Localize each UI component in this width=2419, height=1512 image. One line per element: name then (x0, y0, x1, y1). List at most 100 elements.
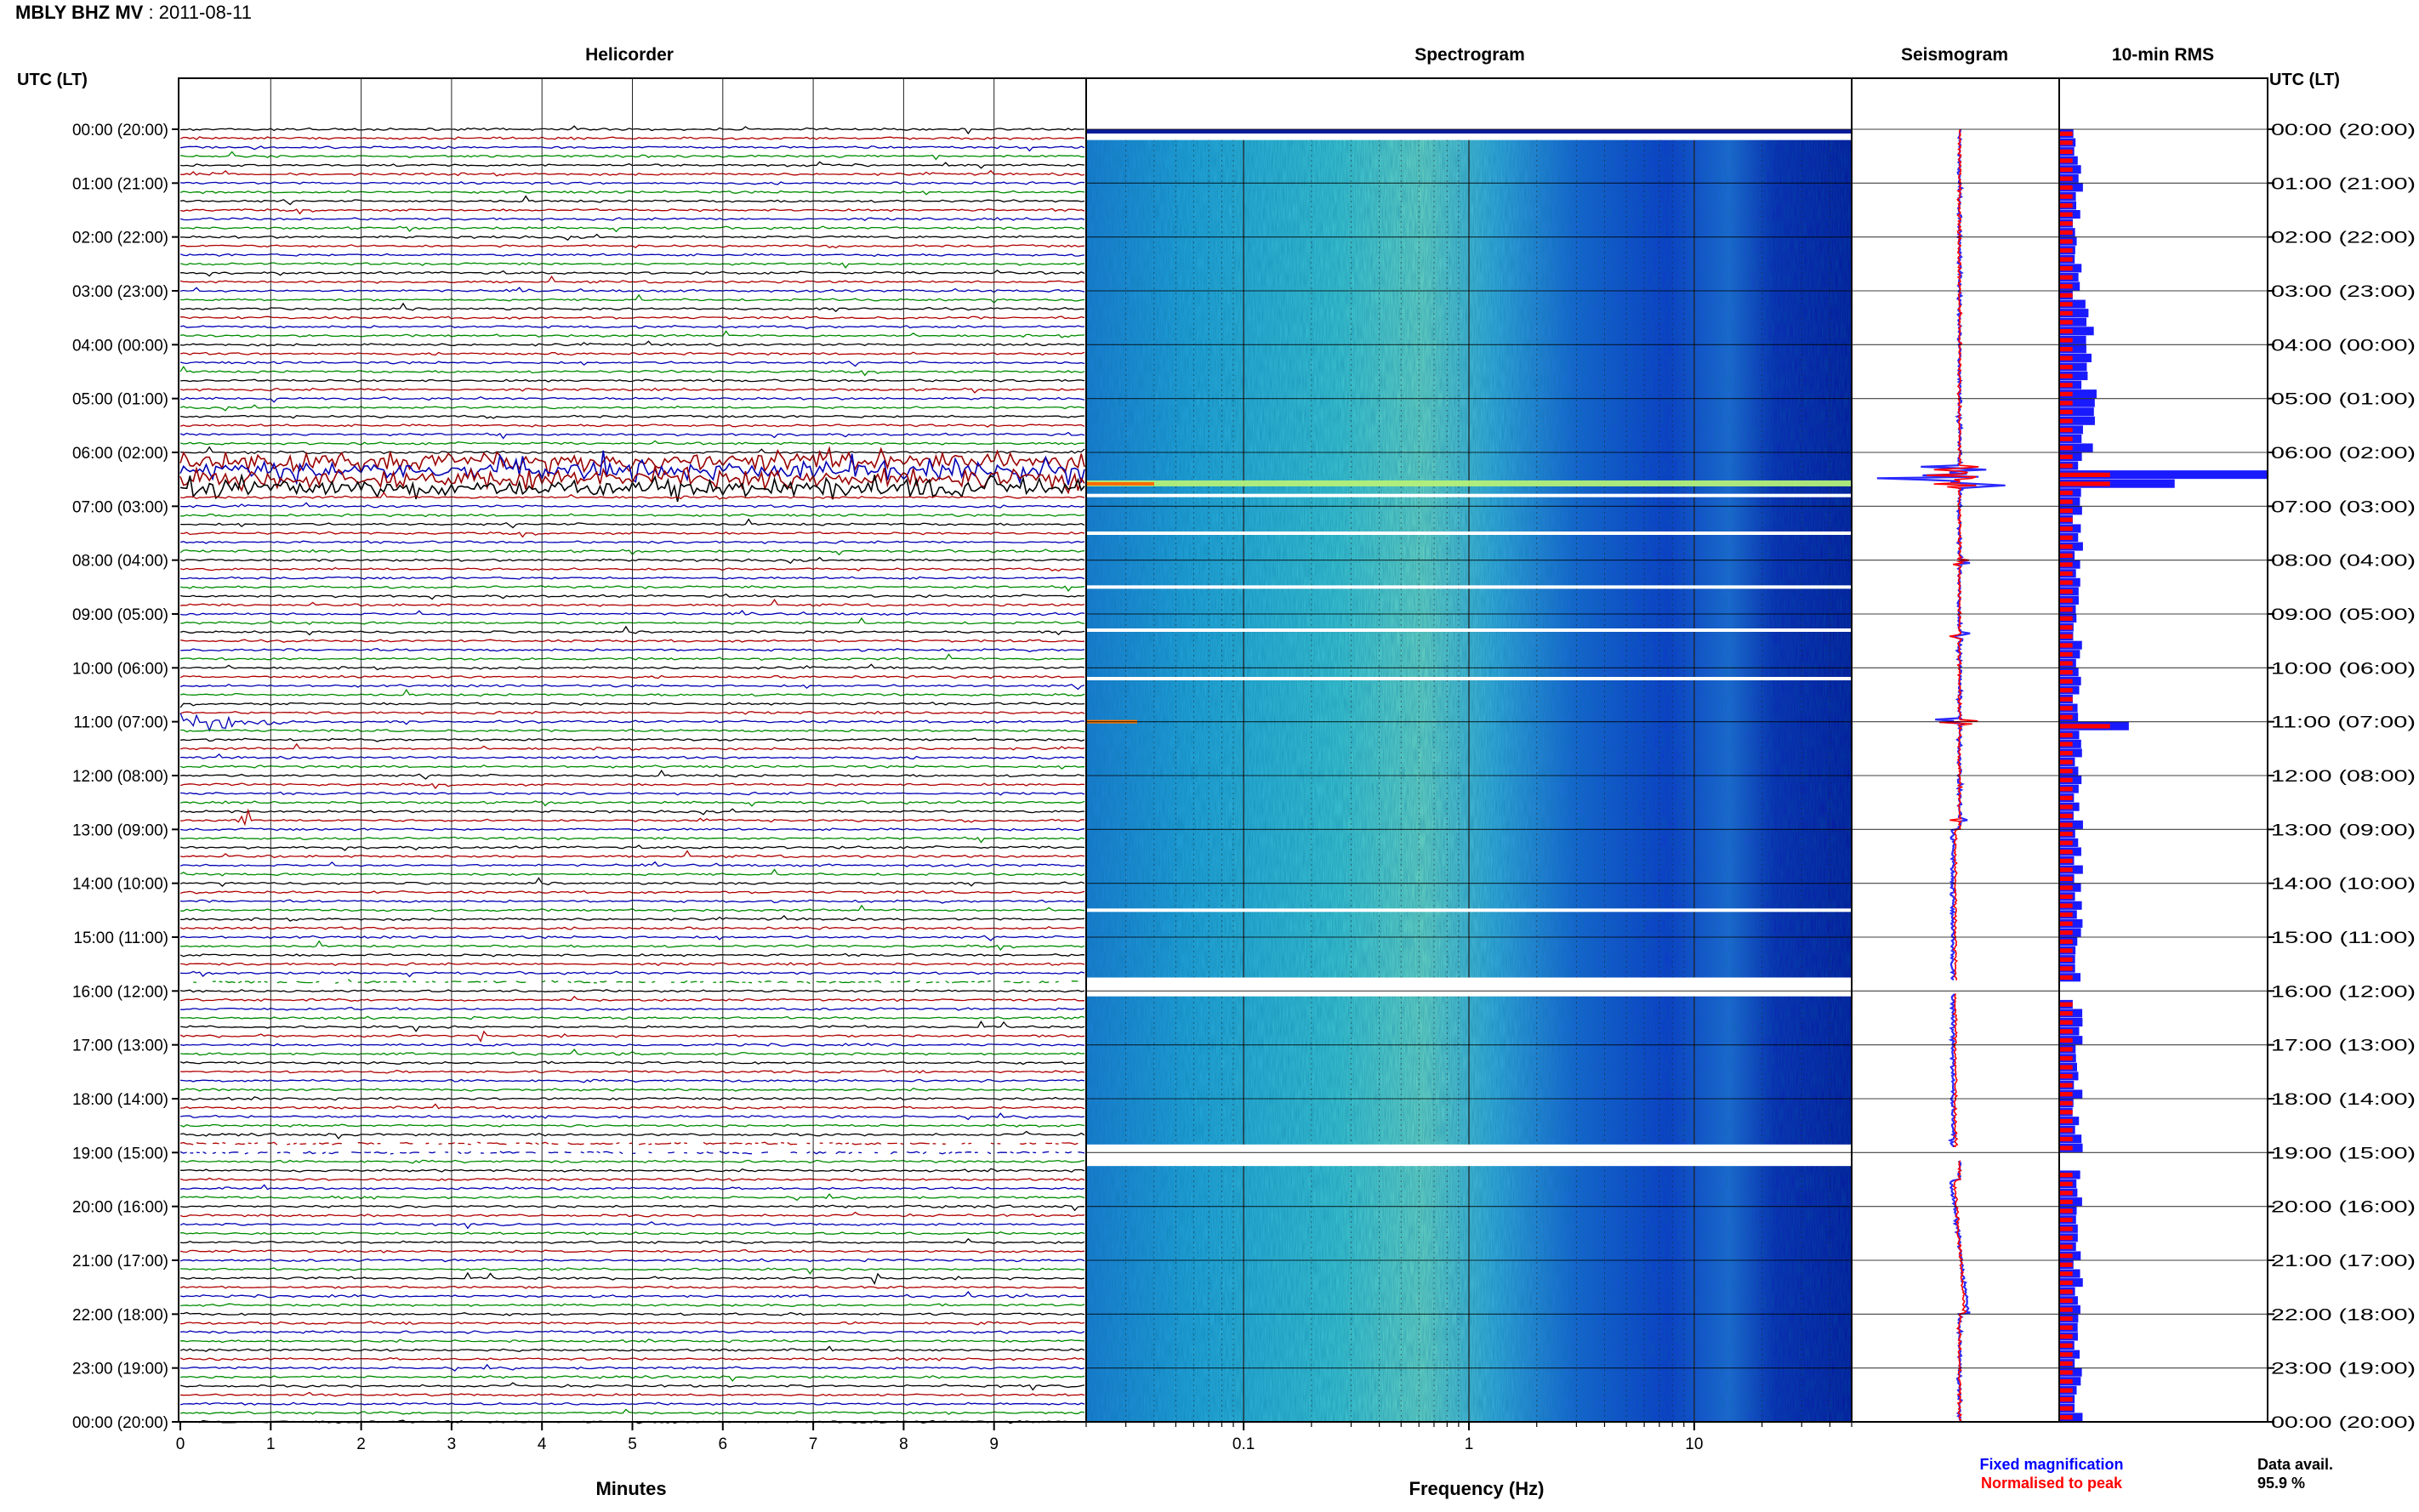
rms-bar-normalised (2060, 867, 2073, 873)
rms-bar-normalised (2060, 544, 2073, 549)
rms-bar-normalised (2060, 1047, 2073, 1052)
seismogram-data-gap (1853, 980, 2058, 994)
rms-bar-fixed (2060, 389, 2097, 399)
minute-tick-label: 5 (628, 1435, 637, 1453)
rms-bar-normalised (2060, 373, 2073, 378)
rms-bar-normalised (2060, 284, 2073, 289)
rms-bar-fixed (2060, 317, 2087, 327)
time-label-left: 01:00 (21:00) (72, 175, 168, 193)
rms-bar-normalised (2060, 1020, 2073, 1025)
time-label-right: 02:00 (22:00) (2271, 230, 2416, 247)
spectrogram-hot-spot (1086, 481, 1154, 486)
time-label-right: 15:00 (11:00) (2271, 929, 2416, 947)
spectrogram-title: Spectrogram (1414, 45, 1525, 65)
spectrogram-data-gap (1087, 1144, 1851, 1167)
rms-bar-normalised (2060, 732, 2073, 738)
rms-bar-normalised (2060, 185, 2073, 190)
rms-bar-normalised (2060, 1083, 2073, 1088)
rms-bar-normalised (2060, 795, 2073, 801)
time-label-left: 13:00 (09:00) (72, 821, 168, 839)
time-label-left: 09:00 (05:00) (72, 606, 168, 624)
spectrogram-data-gap (1087, 628, 1851, 632)
left-time-header: UTC (LT) (17, 71, 88, 89)
station-code: MBLY BHZ MV (15, 2, 144, 23)
rms-bar-normalised (2060, 553, 2073, 559)
rms-bar-normalised (2060, 643, 2073, 648)
rms-bar-normalised (2060, 1055, 2073, 1061)
rms-bar-normalised (2060, 822, 2073, 827)
time-label-left: 07:00 (03:00) (72, 498, 168, 516)
rms-bar-normalised (2060, 328, 2073, 334)
rms-bar-normalised (2060, 1037, 2073, 1043)
hour-gridlines (172, 128, 2274, 1423)
rms-bar-normalised (2060, 302, 2073, 307)
rms-bar-normalised (2060, 724, 2110, 729)
rms-bar-normalised (2060, 1244, 2073, 1249)
rms-bar-normalised (2060, 176, 2073, 181)
data-avail-label: Data avail. (2257, 1456, 2333, 1473)
rms-bar-normalised (2060, 212, 2073, 217)
time-label-left: 04:00 (00:00) (72, 337, 168, 355)
rms-bar-normalised (2060, 149, 2073, 155)
rms-bar-normalised (2060, 499, 2073, 504)
rms-bar-fixed (2060, 416, 2095, 425)
spectrogram-bright-band (1086, 480, 1852, 486)
rms-bar-normalised (2060, 1199, 2073, 1205)
rms-bar-normalised (2060, 598, 2073, 603)
rms-bar-normalised (2060, 921, 2073, 926)
time-label-right: 00:00 (20:00) (2271, 122, 2416, 139)
rms-bar-normalised (2060, 1118, 2073, 1124)
rms-bar-normalised (2060, 1307, 2073, 1312)
minutes-axis-label: Minutes (595, 1478, 666, 1499)
minute-tick-label: 6 (719, 1435, 728, 1453)
rms-bar-fixed (2060, 470, 2268, 480)
time-label-left: 08:00 (04:00) (72, 553, 168, 571)
time-label-right: 00:00 (20:00) (2271, 1414, 2416, 1432)
rms-bar-normalised (2060, 446, 2073, 451)
rms-bar-normalised (2060, 750, 2073, 756)
rms-bar-normalised (2060, 401, 2073, 406)
rms-bar-normalised (2060, 1343, 2073, 1348)
rms-bar-normalised (2060, 535, 2073, 540)
title-date: 2011-08-11 (158, 2, 252, 23)
rms-bar-normalised (2060, 858, 2073, 863)
rms-bar-fixed (2060, 299, 2086, 309)
rms-bar-normalised (2060, 651, 2073, 657)
rms-bar-normalised (2060, 239, 2073, 244)
rms-title: 10-min RMS (2112, 45, 2214, 65)
rms-bar-normalised (2060, 580, 2073, 585)
rms-bar-normalised (2060, 1110, 2073, 1115)
time-label-left: 06:00 (02:00) (72, 445, 168, 463)
rms-bar-normalised (2060, 265, 2073, 271)
time-label-left: 10:00 (06:00) (72, 660, 168, 678)
rms-bar-normalised (2060, 1191, 2073, 1196)
helicorder-trace (193, 980, 1084, 984)
minute-tick-label: 1 (266, 1435, 276, 1453)
rms-bar-normalised (2060, 338, 2073, 343)
time-label-left: 22:00 (18:00) (72, 1306, 168, 1324)
rms-bar-fixed (2060, 362, 2087, 372)
rms-bar-normalised (2060, 221, 2073, 226)
rms-bar-normalised (2060, 247, 2073, 253)
rms-bar-normalised (2060, 1011, 2073, 1016)
rms-bar-fixed (2060, 479, 2175, 488)
rms-bar-normalised (2060, 1325, 2073, 1330)
rms-bar-normalised (2060, 759, 2073, 765)
time-label-right: 01:00 (21:00) (2271, 175, 2416, 193)
rms-bar-normalised (2060, 1262, 2073, 1267)
rms-bar-normalised (2060, 1226, 2073, 1231)
rms-bar-normalised (2060, 804, 2073, 810)
rms-bar-normalised (2060, 454, 2073, 459)
rms-bar-normalised (2060, 1388, 2073, 1393)
time-label-left: 11:00 (07:00) (73, 714, 168, 732)
right-time-header: UTC (LT) (2269, 71, 2340, 89)
rms-bar-normalised (2060, 418, 2073, 423)
rms-bar-fixed (2060, 443, 2093, 452)
time-label-left: 23:00 (19:00) (72, 1361, 168, 1378)
spectrogram-panel (1085, 78, 1853, 1422)
rms-bar-normalised (2060, 355, 2073, 361)
minute-tick-label: 3 (447, 1435, 457, 1453)
rms-bar-fixed (2060, 309, 2089, 318)
rms-bar-normalised (2060, 885, 2073, 890)
